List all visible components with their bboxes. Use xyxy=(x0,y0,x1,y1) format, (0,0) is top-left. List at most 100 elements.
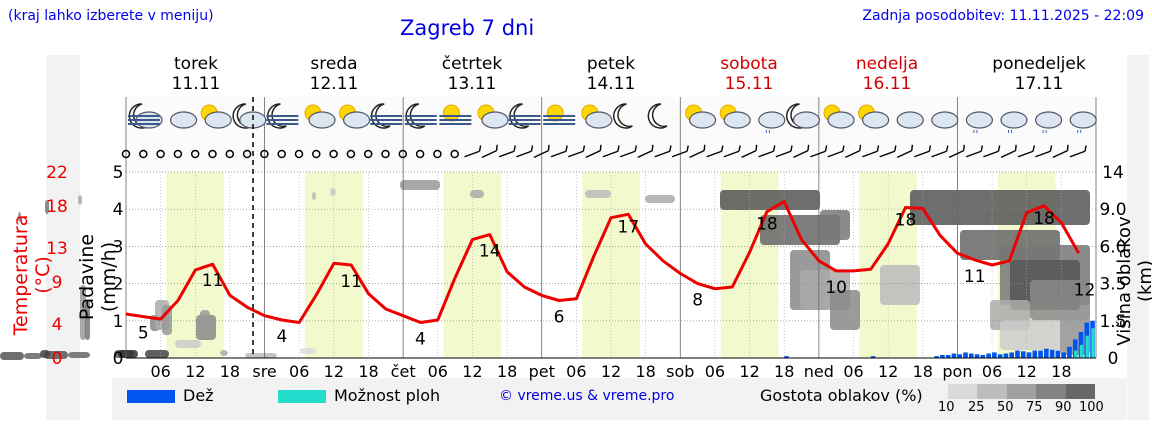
wind-barb-feather xyxy=(617,145,620,152)
temperature-tick-label: 18 xyxy=(46,197,68,217)
moon-icon xyxy=(509,103,530,129)
cloud-density-block xyxy=(85,300,90,340)
time-tick-label: 12 xyxy=(878,362,898,381)
temperature-label: 18 xyxy=(1033,209,1055,229)
time-tick-label: 18 xyxy=(220,362,240,381)
rain-bar xyxy=(1026,352,1032,358)
cloud-icon xyxy=(1069,111,1097,129)
wind-barb-feather xyxy=(1049,145,1053,152)
cloud-icon xyxy=(585,111,613,129)
rain-legend-label: Dež xyxy=(183,386,214,405)
rain-bar xyxy=(1038,350,1043,358)
wind-barb-feather xyxy=(1084,145,1087,152)
wind-barb-feather xyxy=(807,144,810,151)
temperature-label: 4 xyxy=(415,329,426,349)
density-step xyxy=(1065,384,1096,399)
wind-barb-feather xyxy=(513,145,516,152)
day-date: 15.11 xyxy=(724,74,774,94)
wind-barb-feather xyxy=(859,144,862,151)
precip-tick-label: 5 xyxy=(113,163,124,183)
rain-bar xyxy=(1078,331,1084,358)
temperature-label: 10 xyxy=(825,278,847,298)
wind-barb-shaft xyxy=(464,150,480,158)
cloud-density-block xyxy=(200,310,210,330)
density-tick: 90 xyxy=(1055,400,1072,415)
wind-calm-icon xyxy=(225,149,235,159)
temperature-tick-label: 0 xyxy=(52,349,63,369)
time-tick-label: 18 xyxy=(358,362,378,381)
wind-calm-icon xyxy=(363,149,373,159)
rain-bar xyxy=(1049,349,1055,358)
day-name: nedelja xyxy=(855,54,919,74)
cloud-density-block xyxy=(245,353,277,358)
wind-calm-icon xyxy=(190,149,200,159)
precip-tick-label: 2 xyxy=(113,275,124,295)
cloud-icon xyxy=(688,111,717,129)
wind-barb-shaft xyxy=(810,150,826,158)
day-date: 13.11 xyxy=(447,74,497,94)
wind-barb-shaft xyxy=(1035,150,1051,158)
temperature-label: 14 xyxy=(479,242,501,262)
cloud-icon xyxy=(931,111,959,129)
cloud-density-block xyxy=(80,285,86,340)
day-date: 17.11 xyxy=(1014,74,1064,94)
wind-barb-shaft xyxy=(758,150,774,158)
cloud-density-block xyxy=(0,352,24,360)
wind-barb-feather xyxy=(928,145,932,152)
wind-barb-icon xyxy=(1035,145,1053,158)
wind-barb-shaft xyxy=(879,150,895,158)
temperature-tick-label: 4 xyxy=(52,315,63,335)
sun-cloud-icon xyxy=(477,104,509,129)
cloud-height-tick-label: 9.0 xyxy=(1099,200,1126,220)
wind-barb-shaft xyxy=(896,149,913,159)
rain-bar xyxy=(870,356,876,358)
cloud-density-block xyxy=(910,190,1090,225)
cloud-density-block xyxy=(645,195,675,203)
location-menu-hint[interactable]: (kraj lahko izberete v meniju) xyxy=(8,8,214,24)
temperature-label: 11 xyxy=(340,272,362,292)
wind-barb-feather xyxy=(790,145,793,152)
wind-barb-feather xyxy=(651,144,654,151)
cloud-icon xyxy=(896,111,924,129)
temperature-label: 17 xyxy=(618,217,640,237)
wind-barb-feather xyxy=(772,145,776,152)
temperature-label: 18 xyxy=(756,215,778,235)
cloud-icon xyxy=(170,111,198,129)
wind-barb-shaft xyxy=(516,150,532,158)
wind-calm-icon xyxy=(294,149,304,159)
wind-calm-icon xyxy=(415,149,425,159)
precipitation-bars xyxy=(784,320,1095,358)
cloud-icon xyxy=(308,111,336,129)
time-tick-label: 18 xyxy=(913,362,933,381)
wind-barb-feather xyxy=(547,144,550,151)
day-heading: torek 11.11 xyxy=(136,54,256,94)
cloud-icon xyxy=(896,111,924,129)
wind-barb-shaft xyxy=(1000,149,1016,159)
precip-tick-label: 4 xyxy=(113,200,124,220)
cloud-density-block xyxy=(44,351,68,359)
day-date: 12.11 xyxy=(309,74,359,94)
temperature-label: 8 xyxy=(692,291,703,311)
cloud-density-block xyxy=(175,340,201,348)
credit-link[interactable]: © vreme.us & vreme.pro xyxy=(499,388,675,404)
cloud-icon xyxy=(827,111,855,129)
wind-calm-icon xyxy=(329,149,338,159)
wind-barb-shaft xyxy=(723,150,740,158)
wind-barb-icon xyxy=(498,145,516,158)
time-tick-label: 12 xyxy=(739,362,759,381)
wind-calm-icon xyxy=(398,149,408,159)
day-heading: sreda 12.11 xyxy=(274,54,394,94)
cloud-height-axis-title: Višina oblakov (km) xyxy=(1114,216,1152,346)
density-tick: 25 xyxy=(968,400,985,415)
wind-barb-icon xyxy=(689,144,706,159)
wind-barb-icon xyxy=(793,144,810,159)
wind-barb-shaft xyxy=(481,149,497,159)
rain-bar xyxy=(1044,348,1049,358)
density-step xyxy=(1036,384,1066,399)
temperature-tick-label: 9 xyxy=(52,273,63,293)
wind-barb-icon xyxy=(671,145,689,158)
cloud-density-block xyxy=(45,200,49,214)
rain-bar xyxy=(1015,350,1020,358)
day-date: 16.11 xyxy=(862,74,912,94)
wind-calm-icon xyxy=(208,149,217,159)
